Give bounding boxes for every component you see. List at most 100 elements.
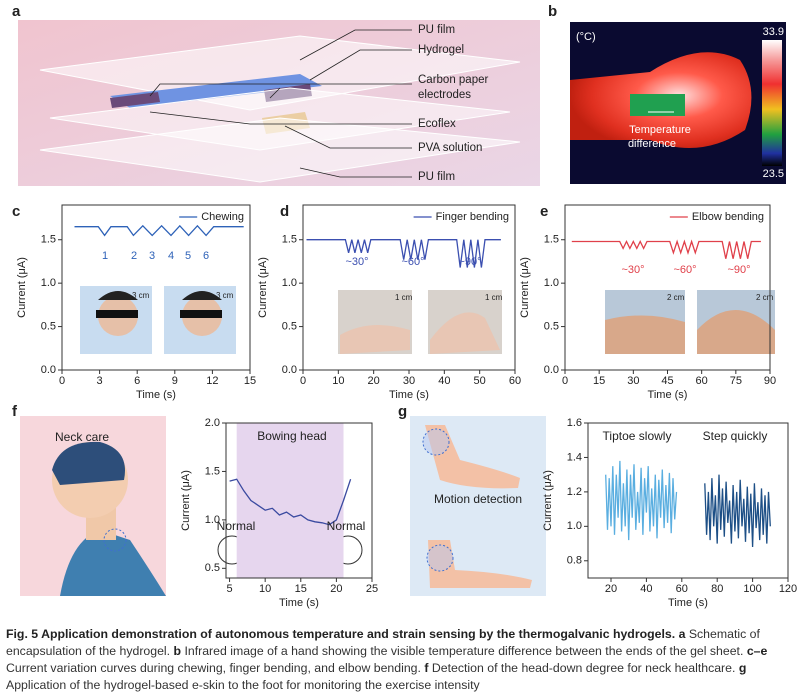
x-tick-label: 75 [730, 375, 742, 387]
x-tick-label: 40 [640, 583, 652, 595]
x-axis-title: Time (s) [136, 389, 176, 401]
layer-label: electrodes [418, 89, 471, 101]
y-tick-label: 1.5 [282, 234, 297, 246]
x-tick-label: 30 [403, 375, 415, 387]
caption-part: Current variation curves during chewing,… [6, 661, 421, 675]
y-tick-label: 1.5 [544, 234, 559, 246]
caption-part: a [678, 627, 686, 641]
caption-part: Infrared image of a hand showing the vis… [184, 644, 744, 658]
x-axis-title: Time (s) [389, 389, 429, 401]
caption-part: Schematic of encapsulation of the hydrog… [6, 627, 760, 658]
x-tick-label: 20 [330, 583, 342, 595]
y-tick-label: 0.5 [41, 320, 56, 332]
x-axis-title: Time (s) [648, 389, 688, 401]
figure: a PU film Hydrogel Carbon paper electrod… [12, 3, 797, 609]
x-tick-label: 60 [509, 375, 521, 387]
annotation: ~90° [727, 264, 750, 276]
annotation: Normal [327, 519, 366, 533]
annotation: Normal [217, 519, 256, 533]
y-axis-title: Current (μA) [180, 470, 192, 531]
layer-label: Ecoflex [418, 118, 456, 130]
x-axis-title: Time (s) [668, 597, 708, 609]
caption: Fig. 5 Application demonstration of auto… [6, 626, 792, 694]
x-tick-label: 30 [627, 375, 639, 387]
plot-frame [61, 204, 251, 371]
y-axis-title: Current (μA) [257, 257, 269, 318]
scale-bar: 2 cm [667, 293, 685, 302]
y-tick-label: 2.0 [205, 417, 220, 429]
annotation: 5 [185, 250, 191, 262]
panel-label: d [280, 203, 289, 220]
inset-text: Neck care [55, 430, 109, 444]
y-axis-title: Current (μA) [519, 257, 531, 318]
annotation: ~90° [458, 256, 481, 268]
foot-illustration [422, 425, 532, 588]
plot-frame [587, 422, 789, 579]
panel-label: a [12, 3, 21, 20]
x-axis-title: Time (s) [279, 597, 319, 609]
highlight [236, 423, 344, 578]
layer-label: PVA solution [418, 142, 482, 154]
x-tick-label: 25 [366, 583, 378, 595]
x-tick-label: 15 [295, 583, 307, 595]
panel-label: g [398, 403, 407, 420]
series-line [571, 239, 761, 259]
x-tick-label: 10 [332, 375, 344, 387]
x-tick-label: 0 [562, 375, 568, 387]
x-tick-label: 45 [661, 375, 673, 387]
series-line [605, 460, 678, 541]
colorbar [762, 40, 782, 166]
scale-bar: 1 cm [395, 293, 413, 302]
y-tick-label: 1.5 [205, 465, 220, 477]
neck-illustration [52, 441, 166, 596]
x-tick-label: 3 [97, 375, 103, 387]
annotation: 2 [131, 250, 137, 262]
plot-frame [225, 422, 373, 579]
x-tick-label: 80 [711, 583, 723, 595]
y-tick-label: 1.0 [282, 277, 297, 289]
x-tick-label: 60 [676, 583, 688, 595]
annotation: 6 [203, 250, 209, 262]
ir-gel [630, 94, 685, 116]
ir-note: difference [628, 138, 676, 150]
legend-label: Elbow bending [692, 211, 764, 223]
layer-label: PU film [418, 171, 455, 183]
series-label: Step quickly [703, 429, 768, 443]
y-tick-label: 1.2 [567, 486, 582, 498]
y-tick-label: 0.0 [544, 364, 559, 376]
y-tick-label: 1.0 [205, 514, 220, 526]
y-tick-label: 0.5 [205, 562, 220, 574]
annotation: ~60° [401, 256, 424, 268]
caption-part: c–e [746, 644, 768, 658]
legend-label: Finger bending [436, 211, 509, 223]
x-tick-label: 6 [134, 375, 140, 387]
layer-label: PU film [418, 24, 455, 36]
y-tick-label: 0.8 [567, 555, 582, 567]
x-tick-label: 60 [696, 375, 708, 387]
x-tick-label: 0 [59, 375, 65, 387]
series-line [229, 478, 352, 526]
y-tick-label: 1.0 [567, 520, 582, 532]
layer-label: Carbon paper [418, 74, 488, 86]
annotation: ~30° [345, 256, 368, 268]
hydrogel [110, 74, 322, 108]
panel-label: e [540, 203, 548, 220]
x-tick-label: 15 [244, 375, 256, 387]
scale-bar: 3 cm [132, 291, 150, 300]
electrode [110, 92, 160, 108]
x-tick-label: 0 [300, 375, 306, 387]
annotation: ~60° [673, 264, 696, 276]
unit: (°C) [576, 31, 596, 43]
annotation: 4 [168, 250, 174, 262]
series-line [704, 474, 771, 548]
scale-bar: 1 cm [485, 293, 503, 302]
scale-bar: 2 cm [756, 293, 774, 302]
caption-part: f [424, 661, 429, 675]
x-tick-label: 120 [779, 583, 797, 595]
x-tick-label: 100 [743, 583, 761, 595]
x-tick-label: 20 [605, 583, 617, 595]
cbar-min: 23.5 [763, 168, 784, 180]
x-tick-label: 9 [172, 375, 178, 387]
panel-label: b [548, 3, 557, 20]
inset-text: Motion detection [434, 492, 522, 506]
